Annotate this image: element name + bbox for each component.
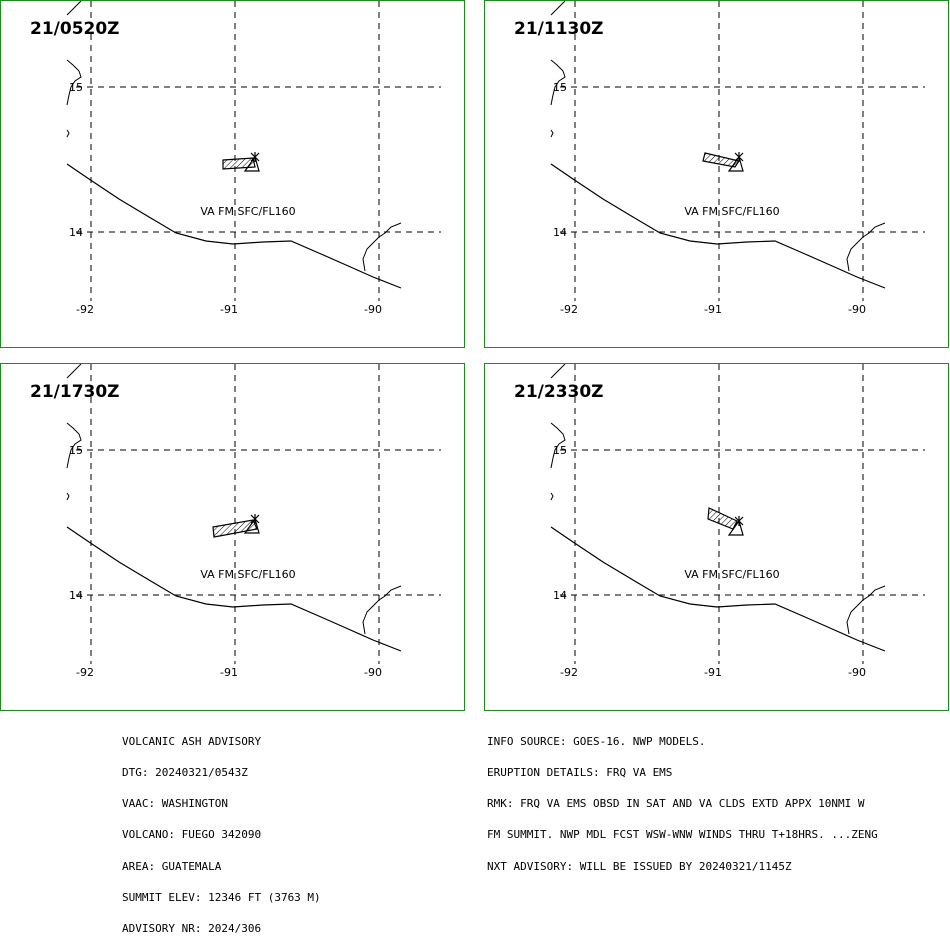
border-line-top — [550, 364, 566, 379]
advisory-line: INFO SOURCE: GOES-16. NWP MODELS. — [487, 734, 706, 748]
va-layer-label: VA FM SFC/FL160 — [200, 568, 295, 581]
advisory-line: AREA: GUATEMALA — [122, 859, 222, 873]
lon-label: -91 — [704, 666, 722, 679]
border-line-east — [362, 585, 402, 635]
border-line-nw — [550, 59, 566, 106]
lat-label: 14 — [553, 226, 567, 239]
border-line-east — [846, 222, 886, 272]
map-panel-2: 15 14 -92 -91 -90 VA FM SFC/FL160 21/1130Z — [484, 0, 949, 348]
advisory-line: ERUPTION DETAILS: FRQ VA EMS — [487, 766, 673, 780]
volcano-triangle-icon — [727, 155, 744, 172]
advisory-line: SUMMIT ELEV: 12346 FT (3763 M) — [122, 890, 321, 904]
advisory-line: RMK: FRQ VA EMS OBSD IN SAT AND VA CLDS … — [487, 797, 865, 811]
volcano-triangle-icon — [727, 519, 744, 536]
lon-label: -90 — [364, 303, 382, 316]
panel-timestamp: 21/1730Z — [30, 382, 120, 402]
border-line-top — [550, 1, 566, 16]
border-line-top — [66, 364, 82, 379]
map-panel-3: 15 14 -92 -91 -90 VA FM SFC/FL160 21/1730Z — [0, 363, 465, 711]
lon-label: -92 — [76, 303, 94, 316]
lat-label: 14 — [69, 589, 83, 602]
lon-label: -92 — [560, 666, 578, 679]
advisory-line: NXT ADVISORY: WILL BE ISSUED BY 20240321… — [487, 859, 792, 873]
advisory-line: VOLCANO: FUEGO 342090 — [122, 828, 262, 842]
volcano-triangle-icon — [243, 155, 260, 172]
border-line-nw-2 — [550, 492, 554, 501]
border-line-nw-2 — [66, 129, 70, 138]
advisory-line: FM SUMMIT. NWP MDL FCST WSW-WNW WINDS TH… — [487, 828, 878, 842]
panel-timestamp: 21/2330Z — [514, 382, 604, 402]
va-layer-label: VA FM SFC/FL160 — [684, 205, 779, 218]
volcano-star-icon — [250, 514, 260, 524]
panel-timestamp: 21/0520Z — [30, 19, 120, 39]
va-layer-label: VA FM SFC/FL160 — [684, 568, 779, 581]
lon-label: -90 — [848, 303, 866, 316]
ash-cloud-polygon — [212, 519, 258, 538]
map-panel-1: 15 14 -92 -91 -90 VA FM SFC/FL160 21/0520Z — [0, 0, 465, 348]
border-line-nw-2 — [66, 492, 70, 501]
advisory-line: VOLCANIC ASH ADVISORY — [122, 734, 262, 748]
volcano-star-icon — [734, 516, 744, 526]
lon-label: -91 — [220, 303, 238, 316]
border-line-top — [66, 1, 82, 16]
va-layer-label: VA FM SFC/FL160 — [200, 205, 295, 218]
border-line-east — [362, 222, 402, 272]
border-line-nw — [550, 422, 566, 469]
coastline — [550, 526, 886, 652]
lat-label: 14 — [69, 226, 83, 239]
border-line-east — [846, 585, 886, 635]
ash-cloud-polygon — [222, 157, 256, 170]
coastline — [66, 163, 402, 289]
lat-label: 14 — [553, 589, 567, 602]
lon-label: -91 — [220, 666, 238, 679]
advisory-line: DTG: 20240321/0543Z — [122, 766, 248, 780]
coastline — [66, 526, 402, 652]
advisory-line: ADVISORY NR: 2024/306 — [122, 922, 262, 936]
lon-label: -92 — [560, 303, 578, 316]
volcano-star-icon — [250, 152, 260, 162]
ash-cloud-polygon — [702, 152, 740, 168]
coastline — [550, 163, 886, 289]
lon-label: -91 — [704, 303, 722, 316]
map-panel-4: 15 14 -92 -91 -90 VA FM SFC/FL160 21/2330Z — [484, 363, 949, 711]
ash-cloud-polygon — [707, 507, 738, 530]
lon-label: -90 — [364, 666, 382, 679]
volcano-triangle-icon — [243, 517, 260, 534]
advisory-info-right: INFO SOURCE: GOES-16. NWP MODELS. ERUPTI… — [487, 716, 878, 882]
border-line-nw — [66, 59, 82, 106]
panel-timestamp: 21/1130Z — [514, 19, 604, 39]
volcano-star-icon — [734, 152, 744, 162]
advisory-info-left: VOLCANIC ASH ADVISORY DTG: 20240321/0543… — [122, 716, 321, 945]
advisory-line: VAAC: WASHINGTON — [122, 797, 228, 811]
lon-label: -90 — [848, 666, 866, 679]
lon-label: -92 — [76, 666, 94, 679]
border-line-nw — [66, 422, 82, 469]
border-line-nw-2 — [550, 129, 554, 138]
